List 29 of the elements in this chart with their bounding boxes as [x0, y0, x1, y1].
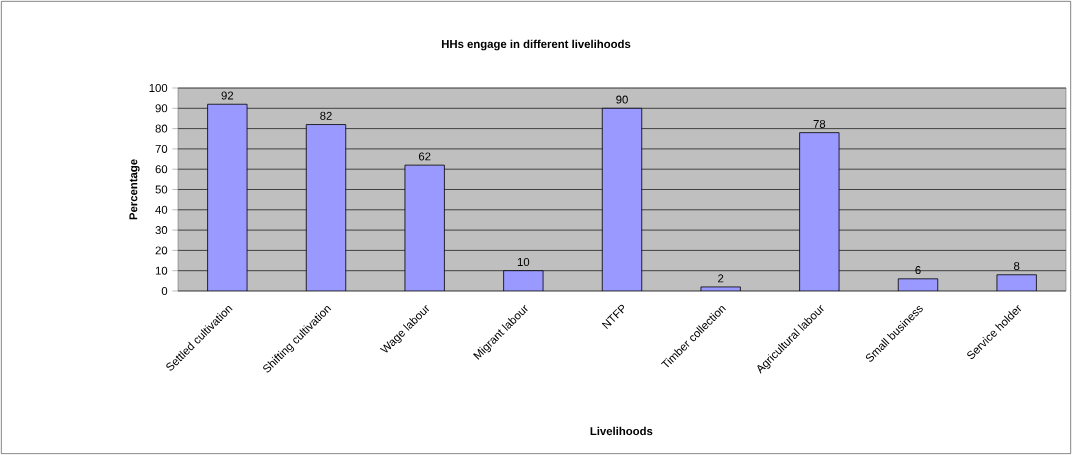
data-label: 62 — [418, 152, 431, 161]
bar — [207, 103, 248, 291]
bar — [799, 132, 840, 291]
y-tick-label: 10 — [155, 266, 168, 275]
data-label: 8 — [1014, 262, 1020, 271]
data-label: 10 — [517, 257, 530, 266]
y-tick-label: 90 — [155, 104, 168, 113]
data-label: 90 — [616, 95, 628, 104]
y-tick-label: 70 — [155, 144, 168, 153]
data-label: 6 — [915, 266, 921, 275]
data-label: 92 — [221, 91, 234, 100]
bar — [404, 164, 445, 291]
x-axis-title: Livelihoods — [590, 426, 653, 436]
data-label: 78 — [813, 119, 826, 128]
y-axis-title: Percentage — [129, 159, 140, 220]
chart-title: HHs engage in different livelihoods — [441, 39, 631, 51]
y-tick-label: 60 — [155, 165, 168, 174]
y-tick-label: 100 — [149, 83, 168, 92]
y-tick-label: 20 — [155, 246, 168, 255]
bar — [601, 107, 643, 291]
bar — [503, 270, 544, 291]
bar — [305, 124, 347, 291]
y-tick-label: 50 — [155, 185, 168, 194]
y-tick-label: 30 — [155, 226, 168, 235]
data-label: 2 — [718, 274, 724, 283]
y-tick-label: 0 — [161, 286, 168, 295]
y-tick-label: 80 — [155, 124, 168, 133]
data-label: 82 — [320, 111, 332, 120]
y-tick-label: 40 — [155, 205, 168, 214]
